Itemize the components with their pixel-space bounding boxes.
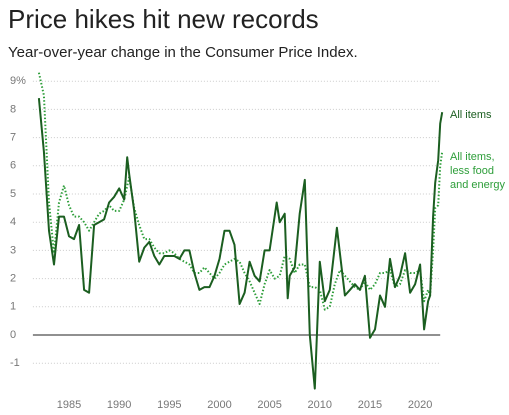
y-tick-label: 0 — [10, 329, 16, 341]
x-tick-label: 1985 — [57, 399, 81, 411]
chart-subtitle: Year-over-year change in the Consumer Pr… — [8, 44, 358, 61]
y-tick-label: 7 — [10, 132, 16, 144]
y-tick-label: 6 — [10, 160, 16, 172]
x-tick-label: 2015 — [358, 399, 382, 411]
y-tick-label: 8 — [10, 103, 16, 115]
y-tick-label: -1 — [10, 357, 20, 369]
line-series — [37, 98, 444, 390]
y-tick-label: 9% — [10, 75, 26, 87]
legend-label: All items — [450, 109, 492, 121]
line-series — [37, 72, 444, 311]
x-tick-label: 2000 — [207, 399, 231, 411]
chart-title: Price hikes hit new records — [8, 4, 319, 34]
y-tick-label: 4 — [10, 216, 16, 228]
x-tick-label: 1990 — [107, 399, 131, 411]
y-tick-label: 1 — [10, 301, 16, 313]
x-tick-label: 2010 — [308, 399, 332, 411]
x-tick-label: 2020 — [408, 399, 432, 411]
y-tick-label: 3 — [10, 244, 16, 256]
y-tick-label: 2 — [10, 273, 16, 285]
legend-label: All items, less food and energy — [450, 151, 506, 191]
x-tick-label: 1995 — [157, 399, 181, 411]
x-tick-label: 2005 — [257, 399, 281, 411]
y-tick-label: 5 — [10, 188, 16, 200]
